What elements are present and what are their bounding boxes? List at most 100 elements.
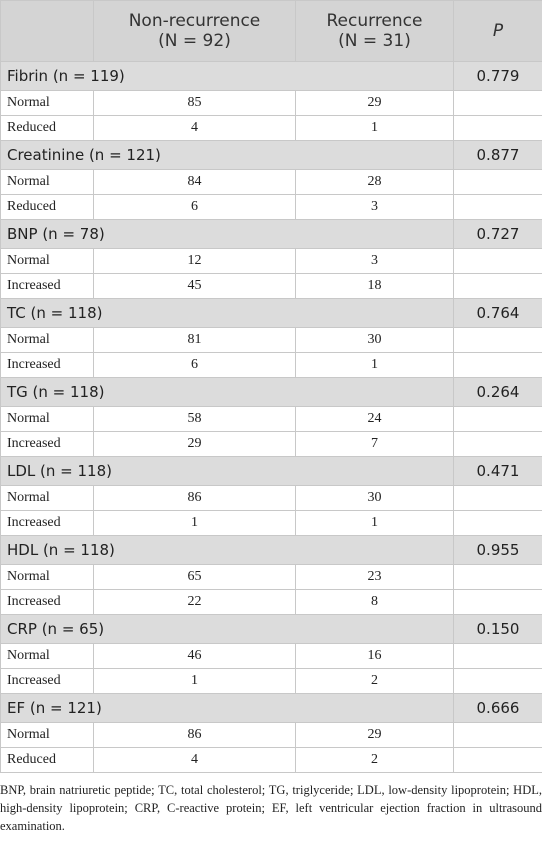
header-cell: P <box>453 0 542 62</box>
footnote: BNP, brain natriuretic peptide; TC, tota… <box>0 783 542 833</box>
empty-cell <box>453 327 542 353</box>
count-cell: 58 <box>93 406 296 432</box>
row-label: Normal <box>0 90 94 116</box>
empty-cell <box>453 273 542 299</box>
empty-cell <box>453 352 542 378</box>
count-cell: 1 <box>93 668 296 694</box>
count-cell: 8 <box>295 589 454 615</box>
p-value: 0.150 <box>453 614 542 644</box>
row-label: Normal <box>0 722 94 748</box>
count-cell: 29 <box>295 90 454 116</box>
group-label: Fibrin (n = 119) <box>0 61 454 91</box>
count-cell: 3 <box>295 194 454 220</box>
row-label: Normal <box>0 169 94 195</box>
empty-cell <box>453 589 542 615</box>
count-cell: 24 <box>295 406 454 432</box>
row-label: Reduced <box>0 747 94 773</box>
table-body: Fibrin (n = 119) 0.779 Normal 85 29 Reduced 4 1… <box>0 61 542 773</box>
row-label: Normal <box>0 564 94 590</box>
row-label: Reduced <box>0 194 94 220</box>
empty-cell <box>453 747 542 773</box>
sub-row: Reduced 4 1 <box>0 115 542 141</box>
header-cell: Recurrence (N = 31) <box>295 0 454 62</box>
empty-cell <box>453 115 542 141</box>
group-label: EF (n = 121) <box>0 693 454 723</box>
sub-row: Normal 86 30 <box>0 485 542 511</box>
group-label: CRP (n = 65) <box>0 614 454 644</box>
group-label: HDL (n = 118) <box>0 535 454 565</box>
count-cell: 18 <box>295 273 454 299</box>
group-label: TG (n = 118) <box>0 377 454 407</box>
empty-cell <box>453 90 542 116</box>
row-label: Normal <box>0 406 94 432</box>
empty-cell <box>453 248 542 274</box>
group-label: BNP (n = 78) <box>0 219 454 249</box>
count-cell: 4 <box>93 747 296 773</box>
row-label: Increased <box>0 273 94 299</box>
count-cell: 81 <box>93 327 296 353</box>
sub-row: Normal 86 29 <box>0 722 542 748</box>
group-row: LDL (n = 118) 0.471 <box>0 456 542 486</box>
p-value: 0.264 <box>453 377 542 407</box>
count-cell: 2 <box>295 668 454 694</box>
row-label: Increased <box>0 431 94 457</box>
row-label: Normal <box>0 643 94 669</box>
p-value: 0.779 <box>453 61 542 91</box>
sub-row: Reduced 6 3 <box>0 194 542 220</box>
count-cell: 86 <box>93 722 296 748</box>
row-label: Increased <box>0 668 94 694</box>
count-cell: 30 <box>295 327 454 353</box>
group-row: HDL (n = 118) 0.955 <box>0 535 542 565</box>
sub-row: Normal 58 24 <box>0 406 542 432</box>
sub-row: Increased 22 8 <box>0 589 542 615</box>
count-cell: 30 <box>295 485 454 511</box>
empty-cell <box>453 722 542 748</box>
empty-cell <box>453 406 542 432</box>
count-cell: 86 <box>93 485 296 511</box>
count-cell: 45 <box>93 273 296 299</box>
sub-row: Reduced 4 2 <box>0 747 542 773</box>
sub-row: Normal 46 16 <box>0 643 542 669</box>
count-cell: 1 <box>93 510 296 536</box>
header-empty <box>0 0 94 62</box>
count-cell: 1 <box>295 115 454 141</box>
sub-row: Normal 65 23 <box>0 564 542 590</box>
empty-cell <box>453 169 542 195</box>
p-value: 0.877 <box>453 140 542 170</box>
group-row: TG (n = 118) 0.264 <box>0 377 542 407</box>
sub-row: Increased 1 1 <box>0 510 542 536</box>
sub-row: Increased 1 2 <box>0 668 542 694</box>
header-cell: Non-recurrence (N = 92) <box>93 0 296 62</box>
p-value: 0.955 <box>453 535 542 565</box>
group-row: EF (n = 121) 0.666 <box>0 693 542 723</box>
data-table: Non-recurrence (N = 92) Recurrence (N = 31… <box>0 0 542 773</box>
count-cell: 16 <box>295 643 454 669</box>
p-value: 0.471 <box>453 456 542 486</box>
row-label: Normal <box>0 327 94 353</box>
sub-row: Increased 6 1 <box>0 352 542 378</box>
empty-cell <box>453 643 542 669</box>
count-cell: 23 <box>295 564 454 590</box>
header-text: Non-recurrence <box>128 11 261 31</box>
empty-cell <box>453 431 542 457</box>
count-cell: 29 <box>93 431 296 457</box>
sub-row: Increased 45 18 <box>0 273 542 299</box>
group-row: BNP (n = 78) 0.727 <box>0 219 542 249</box>
count-cell: 28 <box>295 169 454 195</box>
p-value: 0.666 <box>453 693 542 723</box>
row-label: Increased <box>0 589 94 615</box>
count-cell: 84 <box>93 169 296 195</box>
count-cell: 1 <box>295 352 454 378</box>
count-cell: 46 <box>93 643 296 669</box>
empty-cell <box>453 668 542 694</box>
count-cell: 4 <box>93 115 296 141</box>
header-text: (N = 31) <box>338 31 411 51</box>
header-text: P <box>492 21 504 41</box>
count-cell: 12 <box>93 248 296 274</box>
group-label: Creatinine (n = 121) <box>0 140 454 170</box>
count-cell: 1 <box>295 510 454 536</box>
row-label: Increased <box>0 352 94 378</box>
group-row: Fibrin (n = 119) 0.779 <box>0 61 542 91</box>
empty-cell <box>453 564 542 590</box>
